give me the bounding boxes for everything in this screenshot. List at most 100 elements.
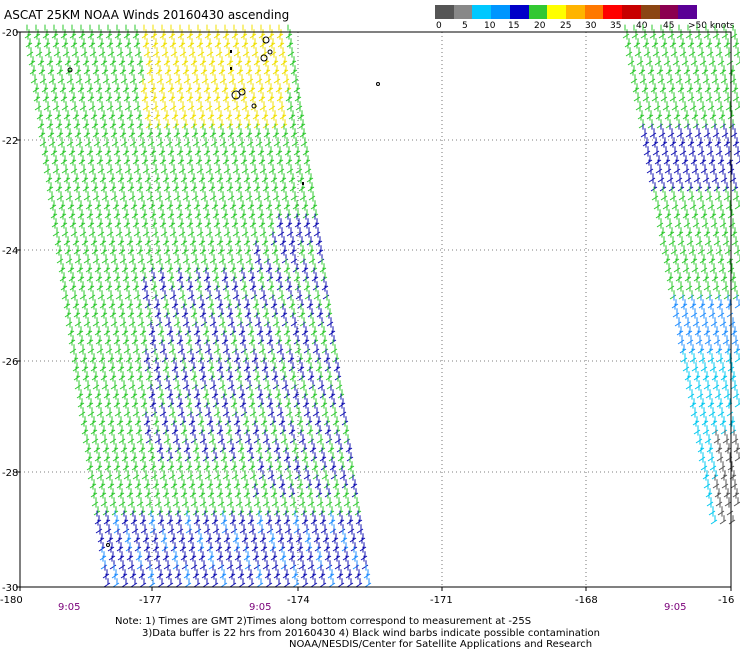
wind-barb: [734, 195, 740, 210]
wind-barb: [640, 24, 648, 39]
wind-barb: [694, 24, 702, 39]
longitude-label: -174: [287, 595, 310, 606]
legend-swatch: [547, 5, 567, 19]
longitude-label: -177: [139, 595, 162, 606]
map-title: ASCAT 25KM NOAA Winds 20160430 ascending: [4, 8, 290, 22]
latitude-label: -30: [2, 583, 18, 594]
wind-barb: [202, 573, 210, 588]
note-line-1: Note: 1) Times are GMT 2)Times along bot…: [115, 616, 532, 627]
wind-barb: [301, 573, 309, 588]
wind-barb: [355, 573, 363, 588]
wind-barb: [211, 573, 219, 588]
wind-barb: [121, 573, 129, 588]
wind-barb: [229, 573, 237, 588]
longitude-label: -168: [575, 595, 598, 606]
latitude-label: -22: [2, 136, 18, 147]
wind-barb: [667, 24, 675, 39]
latitude-label: -28: [2, 468, 18, 479]
legend-swatch: [472, 5, 492, 19]
wind-barb: [710, 510, 718, 525]
wind-barb: [346, 573, 354, 588]
wind-barb: [328, 573, 336, 588]
wind-barbs: [24, 24, 740, 588]
island-outline: [106, 543, 110, 547]
wind-barb: [364, 573, 372, 588]
island-outline: [238, 88, 246, 96]
wind-barb: [148, 573, 156, 588]
wind-barb: [193, 573, 201, 588]
island-outline: [376, 82, 380, 86]
wind-barb: [157, 573, 165, 588]
island-outline: [67, 67, 73, 73]
legend-swatch: [528, 5, 548, 19]
legend-label: 40: [636, 21, 648, 31]
wind-barb: [703, 24, 711, 39]
legend-label: 15: [508, 21, 520, 31]
legend-swatch: [453, 5, 473, 19]
wind-speed-color-legend: [435, 5, 698, 19]
island-outline: [251, 103, 257, 109]
wind-barb: [735, 249, 740, 264]
wind-barb: [274, 573, 282, 588]
wind-barb: [112, 573, 120, 588]
latitude-label: -26: [2, 357, 18, 368]
legend-label: 30: [585, 21, 597, 31]
wind-barb: [175, 573, 183, 588]
island-outline: [262, 36, 270, 44]
wind-barb: [721, 24, 729, 39]
legend-label: >50 knots: [688, 21, 735, 31]
wind-barb: [734, 294, 740, 309]
wind-barb: [734, 447, 740, 462]
island-outline: [230, 50, 232, 53]
legend-label: 25: [560, 21, 572, 31]
wind-barb: [166, 573, 174, 588]
legend-swatch: [659, 5, 679, 19]
legend-label: 20: [534, 21, 546, 31]
island-outline: [230, 67, 232, 70]
legend-swatch: [640, 5, 660, 19]
legend-swatch: [622, 5, 641, 19]
wind-barb: [292, 573, 300, 588]
legend-swatch: [509, 5, 529, 19]
note-line-3: NOAA/NESDIS/Center for Satellite Applica…: [289, 639, 593, 650]
legend-swatch: [566, 5, 585, 19]
legend-swatch: [491, 5, 510, 19]
time-label: 9:05: [664, 602, 686, 613]
grid-lines: [19, 31, 732, 588]
wind-barb: [622, 24, 630, 39]
wind-barb: [130, 573, 138, 588]
legend-swatch: [603, 5, 623, 19]
legend-swatch: [584, 5, 604, 19]
island-outline: [267, 49, 273, 55]
wind-barb: [631, 24, 639, 39]
wind-barb: [734, 393, 740, 408]
note-line-2: 3)Data buffer is 22 hrs from 20160430 4)…: [142, 628, 600, 639]
wind-barb: [719, 510, 727, 525]
legend-label: 5: [462, 21, 468, 31]
island-outline: [231, 90, 241, 100]
wind-barb: [256, 573, 264, 588]
wind-barb: [649, 24, 657, 39]
wind-barb: [247, 573, 255, 588]
time-label: 9:05: [249, 602, 271, 613]
latitude-label: -24: [2, 246, 18, 257]
wind-barb: [337, 573, 345, 588]
wind-barb: [220, 573, 228, 588]
legend-label: 45: [663, 21, 675, 31]
wind-barb: [310, 573, 318, 588]
wind-barb: [238, 573, 246, 588]
wind-barb: [139, 573, 147, 588]
wind-barb: [734, 96, 740, 111]
wind-barb: [730, 24, 738, 39]
legend-label: 35: [610, 21, 622, 31]
time-label: 9:05: [58, 602, 80, 613]
map-frame: [19, 31, 732, 588]
wind-barb: [184, 573, 192, 588]
wind-barb: [283, 573, 291, 588]
wind-barb: [676, 24, 684, 39]
wind-barb: [319, 573, 327, 588]
wind-speed-legend-labels: 0 5 10 15 20 25 30 35 40 45 >50 knots: [430, 21, 740, 33]
wind-barb: [734, 348, 740, 363]
island-outlines: [67, 36, 380, 547]
